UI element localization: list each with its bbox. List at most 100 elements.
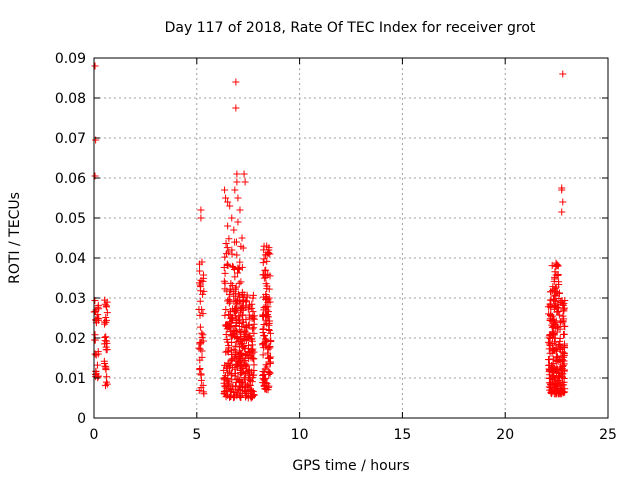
data-point <box>261 267 269 275</box>
y-tick-label: 0.01 <box>55 371 86 387</box>
data-point <box>102 346 110 354</box>
data-point <box>234 317 242 325</box>
data-point <box>199 331 207 339</box>
data-point <box>221 383 229 391</box>
data-point <box>247 335 255 343</box>
data-point <box>263 285 271 293</box>
y-tick-label: 0.08 <box>55 91 86 107</box>
data-point <box>241 330 249 338</box>
data-point <box>222 306 230 314</box>
data-point <box>260 382 268 390</box>
data-point <box>225 381 233 389</box>
data-point <box>232 78 240 86</box>
data-point <box>232 328 240 336</box>
data-point <box>226 202 234 210</box>
data-point <box>239 365 247 373</box>
data-point <box>236 299 244 307</box>
data-point <box>546 379 554 387</box>
data-point <box>234 357 242 365</box>
data-point <box>263 242 271 250</box>
data-point <box>553 303 561 311</box>
data-point <box>232 322 240 330</box>
data-point <box>237 371 245 379</box>
data-point <box>551 275 559 283</box>
x-tick-label: 15 <box>393 427 411 443</box>
data-point <box>250 320 258 328</box>
data-point <box>233 251 241 259</box>
data-point <box>259 351 267 359</box>
data-point <box>199 290 207 298</box>
data-point <box>231 238 239 246</box>
data-point <box>239 343 247 351</box>
data-point <box>103 380 111 388</box>
data-point <box>249 294 257 302</box>
data-point <box>100 318 108 326</box>
data-point <box>235 376 243 384</box>
data-point <box>197 384 205 392</box>
data-point <box>556 334 564 342</box>
data-point <box>222 194 230 202</box>
data-point <box>198 329 206 337</box>
data-point <box>235 292 243 300</box>
data-point <box>102 366 110 374</box>
data-point <box>241 178 249 186</box>
data-point <box>558 208 566 216</box>
data-point <box>223 321 231 329</box>
data-point <box>242 297 250 305</box>
data-point <box>93 361 101 369</box>
data-point <box>260 274 268 282</box>
data-point <box>560 388 568 396</box>
data-point <box>265 246 273 254</box>
data-point <box>91 350 99 358</box>
data-point <box>231 186 239 194</box>
data-point <box>241 360 249 368</box>
data-point <box>265 354 273 362</box>
data-point <box>559 363 567 371</box>
data-point <box>234 218 242 226</box>
x-tick-label: 10 <box>291 427 309 443</box>
data-point <box>198 258 206 266</box>
data-point <box>249 388 257 396</box>
data-point <box>222 331 230 339</box>
data-point <box>555 307 563 315</box>
data-point <box>556 385 564 393</box>
data-point <box>262 280 270 288</box>
x-tick-label: 5 <box>192 427 201 443</box>
data-point <box>102 333 110 341</box>
y-tick-label: 0.09 <box>55 51 86 67</box>
data-point <box>555 373 563 381</box>
data-point <box>232 369 240 377</box>
data-point <box>231 285 239 293</box>
data-point <box>548 386 556 394</box>
data-point <box>236 386 244 394</box>
data-point <box>549 366 557 374</box>
data-point <box>224 198 232 206</box>
data-point <box>196 297 204 305</box>
data-point <box>200 287 208 295</box>
data-point <box>561 297 569 305</box>
data-point <box>225 235 233 243</box>
data-point <box>240 344 248 352</box>
data-point <box>554 377 562 385</box>
data-point <box>262 316 270 324</box>
data-point <box>550 329 558 337</box>
data-point <box>549 372 557 380</box>
data-point <box>560 315 568 323</box>
data-point <box>243 293 251 301</box>
data-point <box>259 311 267 319</box>
data-point <box>267 337 275 345</box>
data-point <box>245 301 253 309</box>
data-point <box>265 319 273 327</box>
data-point <box>547 311 555 319</box>
data-point <box>101 334 109 342</box>
data-point <box>235 279 243 287</box>
data-point <box>242 351 250 359</box>
data-point <box>229 305 237 313</box>
data-point <box>259 379 267 387</box>
data-point <box>559 318 567 326</box>
data-point <box>232 104 240 112</box>
y-axis-label: ROTI / TECUs <box>7 192 23 284</box>
data-point <box>236 393 244 401</box>
data-point <box>196 365 204 373</box>
